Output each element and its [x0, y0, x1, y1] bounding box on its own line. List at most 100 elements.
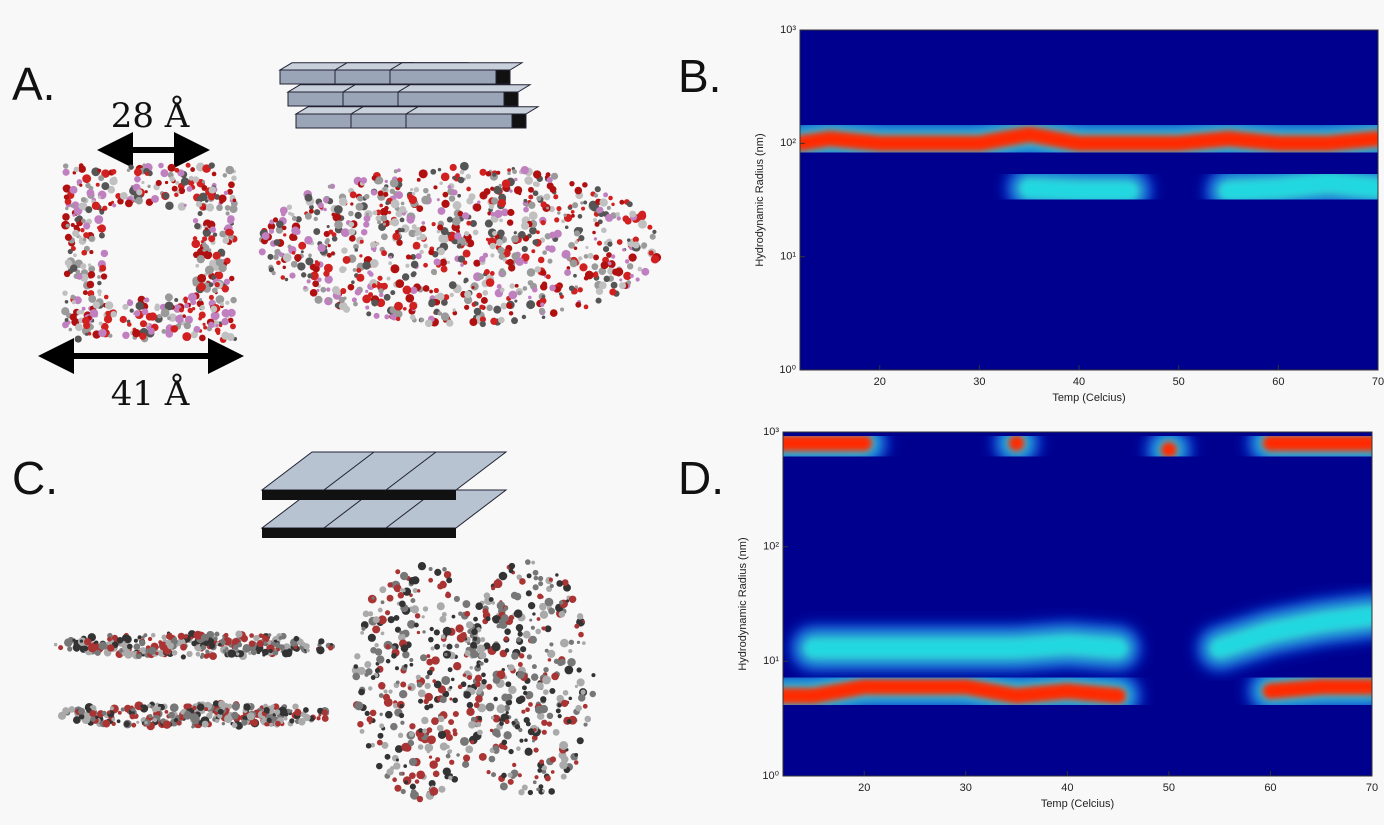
- atom: [314, 217, 318, 221]
- atom: [538, 257, 545, 264]
- atom: [449, 281, 457, 289]
- panel-label: B.: [678, 50, 721, 102]
- atom: [410, 188, 413, 191]
- atom: [604, 276, 610, 282]
- atom: [305, 257, 313, 265]
- atom: [478, 273, 484, 279]
- atom: [75, 336, 82, 343]
- atom: [398, 592, 405, 599]
- atom: [378, 682, 385, 689]
- atom: [574, 230, 580, 236]
- atom: [322, 715, 329, 722]
- atom: [441, 676, 450, 685]
- rod-front: [398, 92, 518, 106]
- atom: [484, 658, 489, 663]
- atom: [550, 186, 557, 193]
- atom: [137, 651, 140, 654]
- atom: [143, 633, 147, 637]
- atom: [357, 721, 363, 727]
- atom: [251, 719, 258, 726]
- y-tick-label: 10³: [763, 426, 779, 438]
- atom: [87, 281, 95, 289]
- atom: [131, 723, 136, 728]
- atom: [594, 237, 597, 240]
- panel-label: A.: [12, 58, 55, 110]
- atom: [473, 203, 481, 211]
- atom: [209, 642, 215, 648]
- atom: [527, 654, 532, 659]
- band: [800, 134, 1378, 143]
- atom: [439, 181, 443, 185]
- atom: [110, 706, 114, 710]
- atom: [462, 761, 469, 768]
- atom: [518, 696, 525, 703]
- atom: [202, 721, 209, 728]
- atom: [448, 667, 453, 672]
- atom: [199, 312, 206, 319]
- atom: [540, 696, 546, 702]
- atom: [493, 306, 501, 314]
- atom: [366, 311, 371, 316]
- atom: [416, 675, 421, 680]
- atom: [430, 169, 436, 175]
- y-tick-label: 10²: [780, 137, 796, 149]
- atom: [425, 675, 429, 679]
- atom: [547, 259, 552, 264]
- atom: [502, 740, 508, 746]
- atom: [352, 297, 357, 302]
- atom: [418, 744, 424, 750]
- atom: [241, 720, 247, 726]
- atom: [317, 244, 325, 252]
- atom: [249, 633, 254, 638]
- atom: [491, 586, 495, 590]
- atom: [187, 186, 193, 192]
- atom: [514, 231, 517, 234]
- atom: [506, 302, 512, 308]
- atom: [373, 616, 380, 623]
- atom: [577, 613, 583, 619]
- atom: [390, 264, 399, 273]
- y-tick-label: 10¹: [780, 251, 796, 263]
- atom: [227, 333, 235, 341]
- atom: [183, 704, 189, 710]
- atom: [611, 282, 618, 289]
- atom: [479, 753, 487, 761]
- atom: [101, 250, 108, 257]
- atom: [521, 222, 529, 230]
- atom: [371, 299, 378, 306]
- atom: [429, 290, 433, 294]
- atom: [568, 649, 572, 653]
- atom: [395, 569, 400, 574]
- atom: [449, 760, 454, 765]
- atom: [190, 167, 195, 172]
- atom: [249, 640, 255, 646]
- atom: [520, 646, 526, 652]
- atom: [225, 229, 232, 236]
- atom: [202, 180, 205, 183]
- atom: [498, 317, 505, 324]
- atom: [82, 174, 91, 183]
- atom: [305, 213, 312, 220]
- atom: [429, 567, 433, 571]
- atom: [222, 722, 225, 725]
- atom: [354, 653, 360, 659]
- atom: [410, 314, 416, 320]
- atom: [603, 192, 608, 197]
- atom: [385, 180, 388, 183]
- atom: [165, 181, 168, 184]
- atom: [525, 748, 533, 756]
- atom: [218, 700, 225, 707]
- atom: [419, 169, 428, 178]
- atom: [458, 685, 463, 690]
- atom: [503, 258, 507, 262]
- atom: [509, 311, 513, 315]
- atom: [423, 606, 428, 611]
- atom: [519, 739, 523, 743]
- atom: [93, 301, 100, 308]
- atom: [361, 229, 368, 236]
- atom: [595, 222, 600, 227]
- atom: [402, 651, 409, 658]
- atom: [499, 184, 502, 187]
- atom: [364, 194, 369, 199]
- atom: [531, 673, 538, 680]
